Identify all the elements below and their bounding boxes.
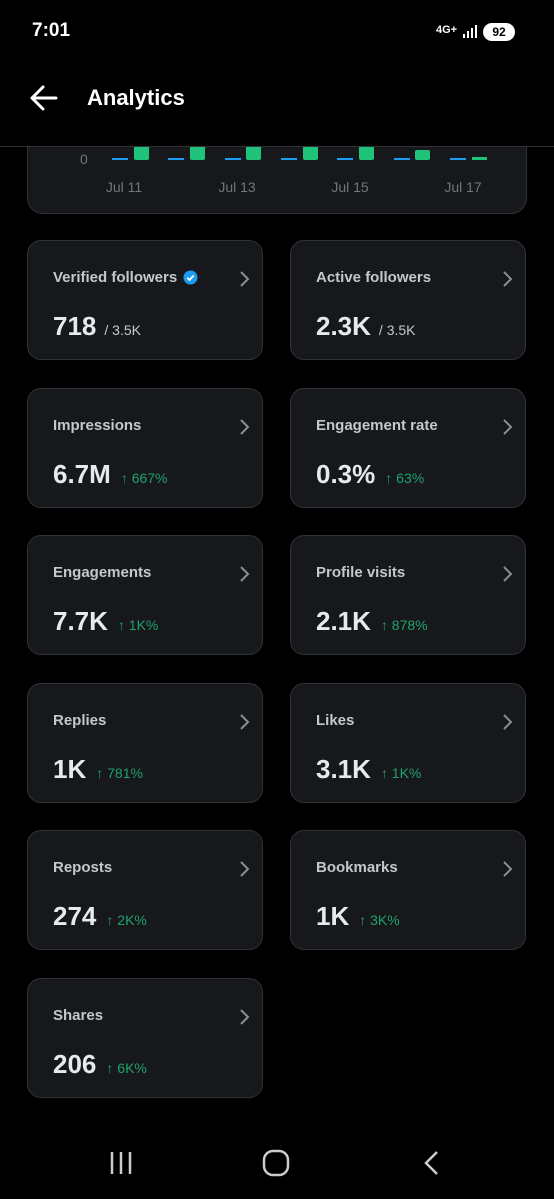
home[interactable] <box>262 1149 290 1177</box>
stat-label: Engagement rate <box>316 417 438 434</box>
stat-label: Shares <box>53 1007 103 1024</box>
stat-card[interactable]: Engagements 7.7K ↑ 1K% <box>27 535 263 656</box>
stat-value: 2.1K <box>316 606 371 637</box>
stat-change: ↑ 63% <box>385 469 425 486</box>
label-text: Engagement rate <box>316 416 438 434</box>
stat-total: / 3.5K <box>378 322 416 338</box>
x-tick-label: Jul 11 <box>105 179 143 195</box>
y-axis-label: 0 <box>80 151 88 167</box>
network: 4G+ <box>436 24 458 36</box>
top-bar <box>0 0 554 147</box>
stat-value: 206 <box>53 1049 97 1079</box>
stat-change: ↑ 2K% <box>106 912 147 929</box>
stat-label: Bookmarks <box>316 859 398 876</box>
stat-label: Engagements <box>53 564 151 581</box>
recent-apps[interactable] <box>110 1152 132 1174</box>
stat-card[interactable]: Bookmarks 1K ↑ 3K% <box>290 830 526 951</box>
stat-value: 718 <box>53 311 97 341</box>
stat-value-row: 2.1K ↑ 878% <box>316 606 428 637</box>
verified-badge <box>183 270 198 285</box>
stat-change: ↑ 878% <box>380 617 428 634</box>
chevron <box>503 418 513 435</box>
stat-total: / 3.5K <box>104 322 141 338</box>
stat-value: 7.7K <box>53 606 108 637</box>
stat-card[interactable]: Reposts 274 ↑ 2K% <box>27 830 263 951</box>
stat-change: ↑ 6K% <box>106 1060 147 1076</box>
nav-bar <box>110 1149 438 1177</box>
chevron <box>240 418 250 435</box>
chevron <box>240 861 250 878</box>
chevron <box>240 1009 250 1025</box>
stat-card[interactable]: Likes 3.1K ↑ 1K% <box>290 682 526 803</box>
back-button[interactable] <box>28 84 60 112</box>
stat-label: Reposts <box>53 859 112 876</box>
stat-label: Replies <box>53 712 106 729</box>
chevron <box>503 566 513 582</box>
stat-value-row: 7.7K ↑ 1K% <box>53 606 158 637</box>
chevron <box>240 566 250 582</box>
battery: 92 <box>483 23 515 41</box>
stat-value-row: 274 ↑ 2K% <box>53 901 147 932</box>
stat-value-row: 6.7M ↑ 667% <box>53 459 168 490</box>
stat-value-row: 2.3K / 3.5K <box>316 311 416 342</box>
chevron <box>240 714 250 730</box>
signal-icon <box>463 25 477 38</box>
stat-label: Active followers <box>316 269 431 286</box>
stat-value: 1K <box>316 901 350 932</box>
stat-value: 6.7M <box>53 458 111 489</box>
stat-value-row: 206 ↑ 6K% <box>53 1049 147 1080</box>
stat-card[interactable]: Profile visits 2.1K ↑ 878% <box>290 535 526 656</box>
chevron <box>503 271 513 287</box>
label-text: Verified followers <box>53 269 178 286</box>
chevron <box>503 714 513 730</box>
stat-label: Profile visits <box>316 564 405 581</box>
stat-change: ↑ 1K% <box>117 617 159 634</box>
stat-value-row: 1K ↑ 781% <box>53 754 143 785</box>
chevron <box>503 861 513 878</box>
stat-card[interactable]: Replies 1K ↑ 781% <box>27 682 263 803</box>
label-text: Impressions <box>53 416 142 434</box>
label-text: Profile visits <box>316 564 406 582</box>
x-tick-label: Jul 13 <box>218 179 256 195</box>
stat-value: 0.3% <box>316 458 376 489</box>
stat-change: ↑ 1K% <box>380 764 422 781</box>
stat-card[interactable]: Verified followers 718 / 3.5K <box>27 240 263 360</box>
stat-value: 3.1K <box>316 753 371 784</box>
x-tick-label: Jul 15 <box>331 179 369 195</box>
stat-change: ↑ 3K% <box>359 912 400 929</box>
page-title: Analytics <box>87 85 185 110</box>
stat-label: Impressions <box>53 417 141 434</box>
stat-card[interactable]: Shares 206 ↑ 6K% <box>27 978 263 1098</box>
stat-value: 2.3K <box>316 311 371 341</box>
stat-label: Verified followers <box>53 269 198 286</box>
chart-bars <box>112 146 487 160</box>
stat-card[interactable]: Impressions 6.7M ↑ 667% <box>27 387 263 508</box>
stat-value-row: 1K ↑ 3K% <box>316 901 400 932</box>
stat-change: ↑ 667% <box>120 469 168 486</box>
label-text: Reposts <box>53 859 113 877</box>
nav-back[interactable] <box>424 1151 438 1175</box>
stat-value: 274 <box>53 901 97 932</box>
label-text: Engagements <box>53 564 152 582</box>
label-text: Likes <box>316 711 355 729</box>
stat-change: ↑ 781% <box>96 764 143 781</box>
chevron <box>240 271 250 287</box>
label-text: Bookmarks <box>316 859 398 877</box>
stat-value-row: 718 / 3.5K <box>53 311 141 342</box>
stat-label: Likes <box>316 712 354 729</box>
stat-value: 1K <box>53 753 87 784</box>
label-text: Active followers <box>316 269 432 286</box>
status-time: 7:01 <box>32 20 71 41</box>
stat-card[interactable]: Engagement rate 0.3% ↑ 63% <box>290 387 526 508</box>
x-tick-label: Jul 17 <box>444 179 482 195</box>
stat-card[interactable]: Active followers 2.3K / 3.5K <box>290 240 526 360</box>
stat-value-row: 3.1K ↑ 1K% <box>316 754 421 785</box>
stat-value-row: 0.3% ↑ 63% <box>316 459 424 490</box>
label-text: Shares <box>53 1007 104 1024</box>
label-text: Replies <box>53 711 107 729</box>
